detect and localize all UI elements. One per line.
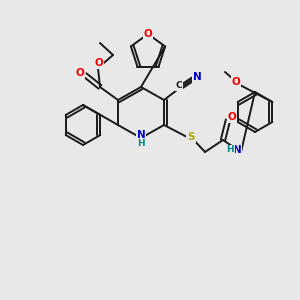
Text: H: H	[226, 146, 234, 154]
Text: O: O	[228, 112, 236, 122]
Text: N: N	[232, 145, 242, 155]
Text: H: H	[137, 140, 145, 148]
Text: N: N	[193, 72, 201, 82]
Text: S: S	[187, 132, 195, 142]
Text: N: N	[136, 130, 146, 140]
Text: O: O	[144, 29, 152, 39]
Text: O: O	[76, 68, 84, 78]
Text: O: O	[94, 58, 103, 68]
Text: O: O	[232, 77, 240, 87]
Text: C: C	[176, 82, 182, 91]
